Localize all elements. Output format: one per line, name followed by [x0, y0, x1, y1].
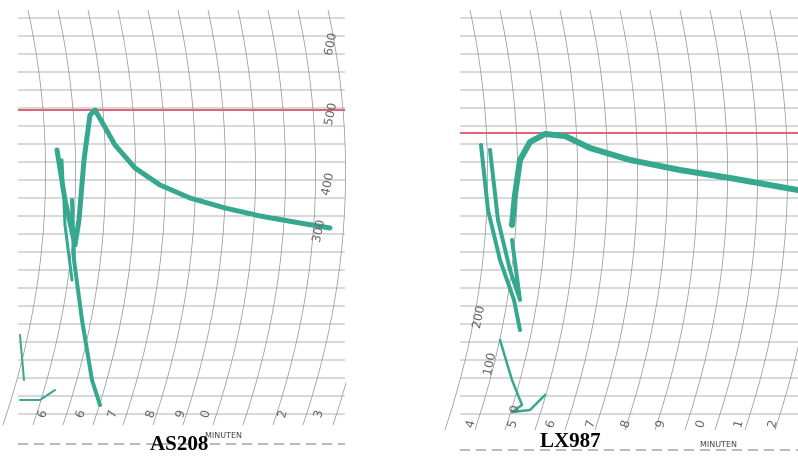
axis-title: MINUTEN — [205, 431, 242, 440]
gap — [346, 0, 459, 430]
chart-id: LX987 — [540, 428, 601, 452]
axis-title: MINUTEN — [700, 440, 737, 449]
chart-id: AS208 — [150, 431, 208, 455]
scan: AS208 MINUTEN LX987 MINUTEN 600500400300… — [0, 0, 798, 458]
